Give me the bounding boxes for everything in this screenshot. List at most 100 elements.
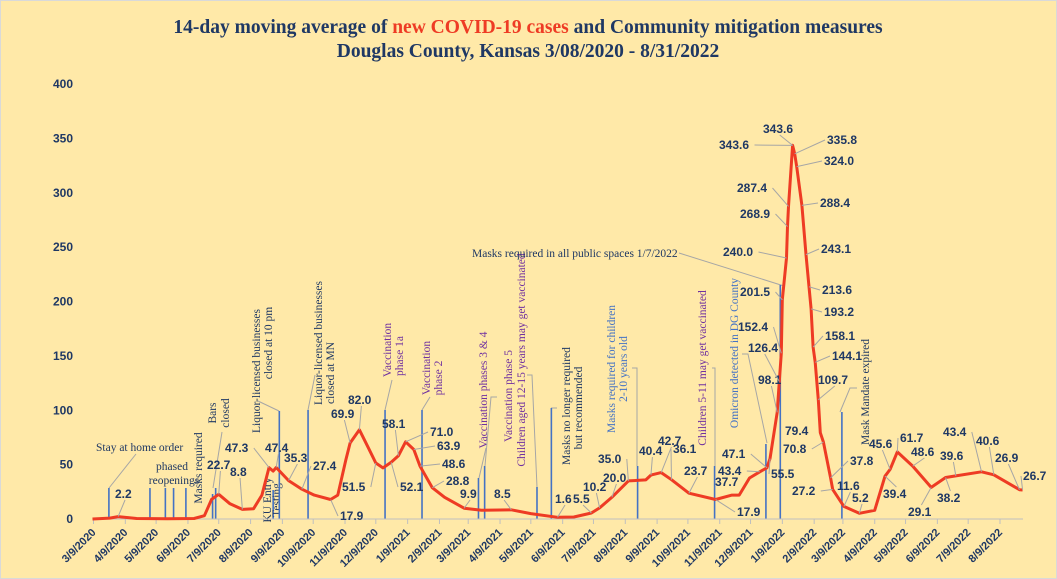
leader-line [384, 379, 393, 411]
data-label: 201.5 [740, 285, 770, 299]
data-label-leader [419, 463, 441, 467]
data-label-leader [557, 504, 566, 518]
data-label: 37.8 [850, 454, 874, 468]
data-label: 51.5 [342, 480, 366, 494]
data-label-leader [764, 353, 780, 382]
data-label-leader [370, 462, 377, 488]
event-label: Masks required in all public spaces 1/7/… [472, 248, 678, 260]
event-label: Omicron detected in DG County [729, 278, 741, 428]
data-label-leader [330, 499, 339, 517]
leader-line [527, 374, 538, 488]
event-phased-reopenings: phased reopenings [149, 461, 200, 519]
data-label-leader [945, 477, 951, 492]
data-label: 243.1 [821, 242, 851, 256]
data-label-leader [1020, 475, 1024, 491]
data-label: 213.6 [822, 283, 852, 297]
data-label: 35.0 [598, 452, 622, 466]
title-part1: 14-day moving average of [173, 17, 392, 38]
data-label-leader [884, 475, 897, 488]
y-tick-label: 300 [53, 186, 73, 200]
leader-line [839, 387, 857, 413]
y-tick-label: 250 [53, 240, 73, 254]
series-line-covid-cases [92, 143, 1023, 521]
data-label: 39.6 [940, 449, 964, 463]
event-label: phase 1a [394, 336, 406, 376]
data-label: 17.9 [340, 509, 364, 523]
data-label-leader [463, 499, 471, 509]
data-label: 47.4 [265, 441, 289, 455]
data-label-leader [503, 499, 512, 511]
event-label: Bars [207, 402, 219, 424]
data-label-leader [843, 491, 851, 507]
data-label-leader [912, 457, 925, 467]
chart-title-line1: 14-day moving average of new COVID-19 ca… [173, 17, 883, 38]
data-label: 63.9 [437, 439, 461, 453]
event-label: Vaccination [421, 341, 433, 396]
leader-line [307, 374, 316, 411]
data-label: 152.4 [738, 320, 768, 334]
data-label-leader [794, 139, 826, 155]
data-label-leader [218, 470, 221, 495]
event-liquor-licensed-businesses-closed-at-mn: Liquor-licensed businesses closed at MN [307, 280, 337, 519]
data-label: 240.0 [723, 245, 753, 259]
event-label: Liquor-licensed businesses [251, 308, 263, 433]
data-label: 1.6 [555, 492, 572, 506]
event-label: Masks required [193, 432, 205, 503]
event-label: closed at MN [325, 341, 337, 404]
data-label-leader [971, 431, 982, 472]
leader-line [478, 447, 487, 479]
data-label-leader [582, 504, 592, 514]
data-label: 2.2 [115, 487, 132, 501]
data-label: 52.1 [400, 480, 424, 494]
data-label: 42.7 [658, 434, 682, 448]
data-label: 47.1 [722, 447, 746, 461]
x-tick-label: 1/9/2022 [749, 527, 788, 566]
data-label: 70.8 [783, 442, 807, 456]
data-label-leader [952, 461, 957, 477]
x-tick-label: 1/9/2021 [374, 527, 413, 566]
data-label-leader [830, 460, 849, 479]
title-part2: and Community mitigation measures [569, 17, 883, 38]
data-label: 69.9 [331, 407, 355, 421]
data-label: 17.9 [737, 505, 761, 519]
leader-line [712, 367, 716, 466]
x-tick-label: 7/9/2022 [935, 527, 974, 566]
data-label: 343.6 [763, 122, 793, 136]
y-tick-label: 200 [53, 295, 73, 309]
data-label: 8.8 [230, 465, 247, 479]
x-tick-label: 3/9/2020 [60, 527, 99, 566]
data-label: 144.1 [832, 349, 862, 363]
event-label: Masks required for children [606, 305, 618, 433]
data-label-leader [920, 487, 932, 506]
data-label: 40.6 [976, 434, 1000, 448]
data-label: 40.4 [639, 444, 663, 458]
data-label-leader [405, 431, 429, 443]
data-label: 82.0 [348, 393, 372, 407]
data-label-leader [253, 447, 270, 468]
data-label: 26.7 [1023, 469, 1047, 483]
data-label: 10.2 [583, 480, 607, 494]
series-group [92, 143, 1023, 521]
data-label-leader [796, 160, 823, 168]
event-omicron-detected-in-dg-county: Omicron detected in DG County [729, 278, 768, 519]
data-label-leader [660, 446, 672, 473]
data-label-leader [896, 437, 899, 452]
x-tick-label: 7/9/2021 [560, 527, 599, 566]
data-label: 48.6 [911, 445, 935, 459]
leader-line [257, 400, 280, 412]
data-label: 27.4 [313, 459, 337, 473]
data-label-leader [358, 405, 362, 430]
leader-line [632, 367, 638, 466]
data-label-leader [650, 456, 653, 476]
event-label: Children 5-11 may get vaccinated [697, 290, 709, 446]
event-label: 2-10 years old [618, 336, 630, 402]
event-vaccination-phases-3-4: Vaccination phases 3 & 4 [477, 331, 490, 519]
title-highlight: new COVID-19 cases [392, 17, 569, 38]
data-label: 126.4 [748, 341, 778, 355]
event-label: but recommended [573, 366, 585, 449]
data-label: 288.4 [820, 196, 850, 210]
data-label: 22.7 [207, 458, 231, 472]
data-label: 61.7 [900, 431, 924, 445]
